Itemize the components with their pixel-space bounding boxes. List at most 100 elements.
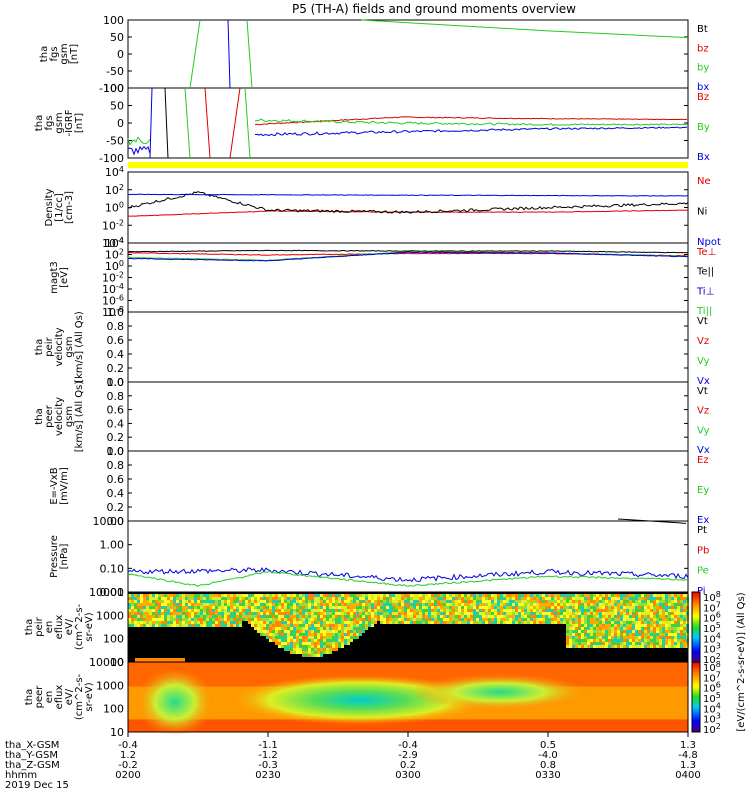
peir-pixel [590,606,593,609]
peir-pixel [320,615,323,618]
peir-pixel [647,630,650,633]
peir-pixel [584,594,587,597]
peir-pixel [143,609,146,612]
peir-pixel [620,618,623,621]
peir-pixel [359,618,362,621]
peir-pixel [470,606,473,609]
peir-pixel [245,609,248,612]
ylabel-line: en [44,691,55,704]
peir-pixel [131,594,134,597]
peir-pixel [668,627,671,630]
peir-pixel [536,606,539,609]
peir-pixel [362,597,365,600]
peir-pixel [305,633,308,636]
peir-pixel [452,606,455,609]
peir-pixel [644,609,647,612]
peir-pixel [578,633,581,636]
peir-pixel [278,636,281,639]
peir-pixel [482,621,485,624]
peir-pixel [473,603,476,606]
peir-pixel [155,621,158,624]
ytick-label: 1.0 [107,445,125,458]
legend-peir_velocity: Vt [697,316,708,327]
peir-pixel [575,618,578,621]
peir-pixel [518,612,521,615]
peir-pixel [236,615,239,618]
peir-pixel [200,594,203,597]
peir-pixel [533,603,536,606]
peir-pixel [506,612,509,615]
ylabel-peer_eflux: tha peer en eflux eV/(cm^2-s-sr-eV) [24,673,95,720]
peir-pixel [329,633,332,636]
peir-pixel [293,594,296,597]
peir-pixel [680,606,683,609]
peir-pixel [659,600,662,603]
peir-pixel [572,630,575,633]
peir-pixel [590,633,593,636]
peir-pixel [446,618,449,621]
peir-pixel [629,612,632,615]
peir-pixel [578,642,581,645]
peir-pixel [188,612,191,615]
peir-pixel [437,615,440,618]
peir-pixel [347,618,350,621]
peir-pixel [239,615,242,618]
legend-density: Ni [697,207,707,218]
peir-pixel [356,603,359,606]
peir-pixel [143,597,146,600]
peir-pixel [650,624,653,627]
peir-pixel [530,603,533,606]
peir-pixel [227,624,230,627]
peir-pixel [362,615,365,618]
peir-pixel [557,621,560,624]
ylabel-line: [nPa] [59,543,70,569]
peir-pixel [566,636,569,639]
peir-pixel [581,621,584,624]
peir-pixel [311,654,314,657]
peir-pixel [191,615,194,618]
peir-pixel [518,618,521,621]
peir-pixel [554,594,557,597]
peir-pixel [332,609,335,612]
ylabel-line: fgs [44,115,55,130]
peir-pixel [398,612,401,615]
peir-pixel [230,609,233,612]
peir-pixel [668,600,671,603]
xaxis-value: -4.8 [678,750,698,761]
peir-pixel [395,603,398,606]
peir-pixel [380,609,383,612]
peir-pixel [344,633,347,636]
peir-pixel [536,603,539,606]
peir-pixel [266,609,269,612]
peir-pixel [623,606,626,609]
peir-pixel [632,633,635,636]
peir-pixel [311,594,314,597]
peir-pixel [479,615,482,618]
peir-pixel [161,624,164,627]
peir-pixel [551,606,554,609]
peir-pixel [422,600,425,603]
peir-pixel [641,603,644,606]
peir-pixel [326,651,329,654]
peir-pixel [434,615,437,618]
peir-pixel [254,609,257,612]
peir-pixel [641,639,644,642]
peir-pixel [392,609,395,612]
peir-pixel [260,633,263,636]
peir-pixel [617,633,620,636]
peir-pixel [299,606,302,609]
peir-pixel [170,612,173,615]
peir-pixel [383,594,386,597]
peir-pixel [527,618,530,621]
peir-pixel [491,615,494,618]
peir-pixel [335,630,338,633]
xaxis-row-label: tha_Y-GSM [5,750,58,761]
peir-pixel [566,621,569,624]
peir-pixel [578,600,581,603]
peir-pixel [611,612,614,615]
peir-pixel [605,630,608,633]
peir-pixel [344,600,347,603]
peir-pixel [575,627,578,630]
ytick-label: 1000 [96,609,124,622]
peir-pixel [149,609,152,612]
